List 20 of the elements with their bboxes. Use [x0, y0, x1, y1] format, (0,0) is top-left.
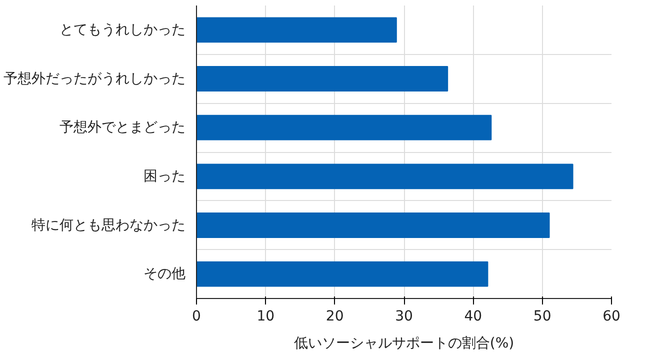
y-tick-label: 困った [144, 168, 186, 184]
x-tick-label: 0 [192, 308, 201, 324]
y-tick-label: 予想外だったがうれしかった [4, 70, 186, 87]
bar [196, 261, 488, 287]
bar [196, 66, 448, 92]
x-axis-title: 低いソーシャルサポートの割合(%) [294, 336, 514, 352]
bar [196, 212, 550, 238]
x-tick-label: 20 [326, 308, 344, 324]
y-tick-label: とてもうれしかった [60, 22, 186, 38]
y-tick-label: 特に何とも思わなかった [32, 217, 186, 234]
x-tick-label: 10 [256, 308, 275, 324]
bar [196, 164, 574, 190]
bar [196, 17, 397, 43]
x-tick-label: 60 [602, 308, 620, 324]
y-tick-label: 予想外でとまどった [60, 120, 186, 136]
y-tick-label: その他 [144, 266, 186, 282]
x-tick-label: 40 [464, 308, 482, 324]
bar [196, 114, 492, 140]
x-tick-label: 50 [533, 308, 552, 324]
x-tick-label: 30 [395, 308, 413, 324]
